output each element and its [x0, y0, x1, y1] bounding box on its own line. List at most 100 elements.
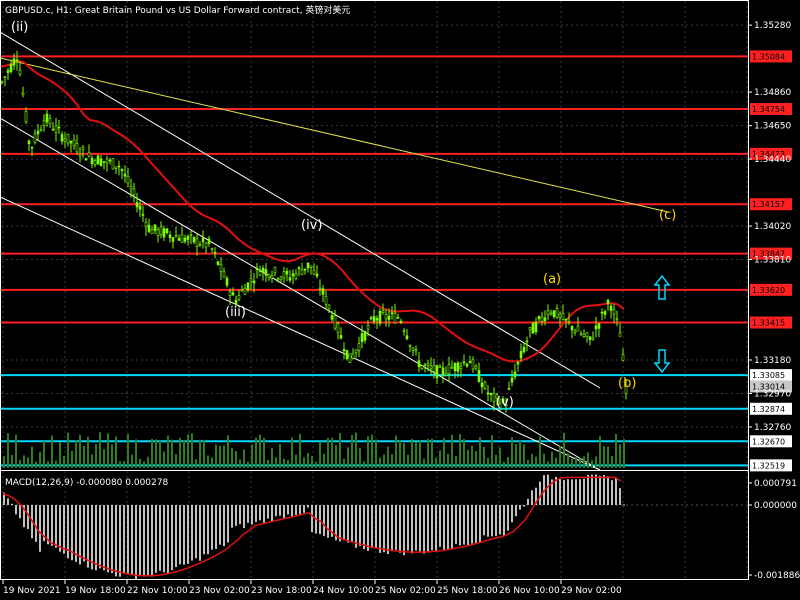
macd-tick-label: -0.001886 [754, 571, 800, 581]
macd-bar [355, 505, 357, 548]
level-label: 1.34157 [752, 200, 785, 209]
candle-body [210, 248, 214, 251]
volume-bar [227, 435, 229, 468]
candle-body [357, 343, 361, 351]
macd-bar [451, 505, 453, 549]
candle-body [246, 282, 250, 290]
macd-bar [167, 505, 169, 574]
macd-bar [471, 505, 473, 544]
candle-body [102, 161, 106, 163]
volume-bar [499, 447, 501, 468]
up-arrow-icon [653, 274, 671, 300]
macd-bar [3, 492, 5, 505]
candle-body [348, 353, 352, 363]
volume-bar [11, 454, 13, 468]
candle-body [339, 335, 343, 339]
volume-bar [299, 433, 301, 468]
candle-body [201, 237, 205, 243]
macd-bar [191, 505, 193, 561]
macd-bar [275, 505, 277, 517]
volume-bar [107, 433, 109, 468]
candle-body [231, 292, 235, 296]
price-tick-label: 1.32760 [754, 423, 791, 433]
volume-bar [583, 456, 585, 468]
level-label: 1.33415 [752, 319, 785, 328]
macd-bar [599, 475, 601, 505]
macd-bar [27, 505, 29, 529]
candle-body [387, 315, 391, 320]
candle-body [501, 398, 505, 403]
volume-bar [127, 433, 129, 468]
macd-bar [539, 481, 541, 505]
candle-body [42, 120, 46, 126]
macd-bar [327, 505, 329, 538]
candle-body [429, 365, 433, 369]
volume-bars [3, 432, 625, 468]
macd-bar [615, 477, 617, 505]
macd-bar [39, 505, 41, 552]
candle-body [333, 315, 337, 329]
candle-body [447, 364, 451, 375]
candle-body [183, 237, 187, 242]
candle-body [69, 140, 73, 144]
volume-bar [483, 446, 485, 468]
macd-bar [23, 505, 25, 528]
macd-bar [531, 490, 533, 505]
wave-label: (b) [618, 376, 636, 391]
candle-body [570, 325, 574, 331]
candle-body [537, 316, 541, 320]
candle-body [150, 229, 154, 234]
candle-body [492, 392, 496, 402]
level-label-box [750, 198, 792, 211]
macd-bar [535, 487, 537, 505]
macd-bar [243, 505, 245, 529]
volume-bar [423, 458, 425, 468]
candle-body [162, 228, 166, 238]
macd-bar [247, 505, 249, 523]
price-tick-label: 1.33810 [754, 256, 791, 266]
volume-bar [47, 461, 49, 468]
macd-bar [123, 505, 125, 574]
macd-bar [595, 474, 597, 505]
volume-bar [27, 457, 29, 468]
volume-bar [271, 448, 273, 468]
candle-body [138, 205, 142, 210]
volume-bar [87, 436, 89, 468]
macd-bar [359, 505, 361, 547]
volume-bar [311, 455, 313, 468]
macd-title: MACD(12,26,9) -0.000080 0.000278 [5, 478, 169, 488]
level-label: 1.35084 [752, 52, 785, 61]
candle-body [390, 312, 394, 315]
volume-bar [291, 437, 293, 468]
candle-body [573, 330, 577, 333]
macd-bar [623, 504, 625, 506]
candle-body [120, 169, 124, 172]
wave-label: (iv) [301, 218, 322, 233]
candle-body [432, 365, 436, 372]
volume-bar [207, 455, 209, 468]
volume-bar [515, 444, 517, 468]
candle-body [294, 272, 298, 279]
volume-bar [287, 460, 289, 468]
level-label-box [750, 283, 792, 296]
volume-bar [259, 434, 261, 468]
candle-body [456, 362, 460, 372]
grid [1, 1, 748, 579]
volume-bar [3, 456, 5, 468]
macd-bar [519, 505, 521, 510]
candle-body [465, 363, 469, 367]
volume-bar [527, 459, 529, 468]
candle-body [564, 318, 568, 321]
candle-body [534, 321, 538, 333]
volume-bar [163, 451, 165, 468]
chart-title: GBPUSD.c, H1: Great Britain Pound vs US … [5, 6, 351, 16]
volume-bar [383, 454, 385, 468]
macd-bar [343, 505, 345, 541]
level-label: 1.32670 [752, 437, 785, 446]
macd-bar [371, 505, 373, 549]
volume-bar [31, 446, 33, 468]
macd-tick-label: 0.000791 [754, 479, 797, 489]
